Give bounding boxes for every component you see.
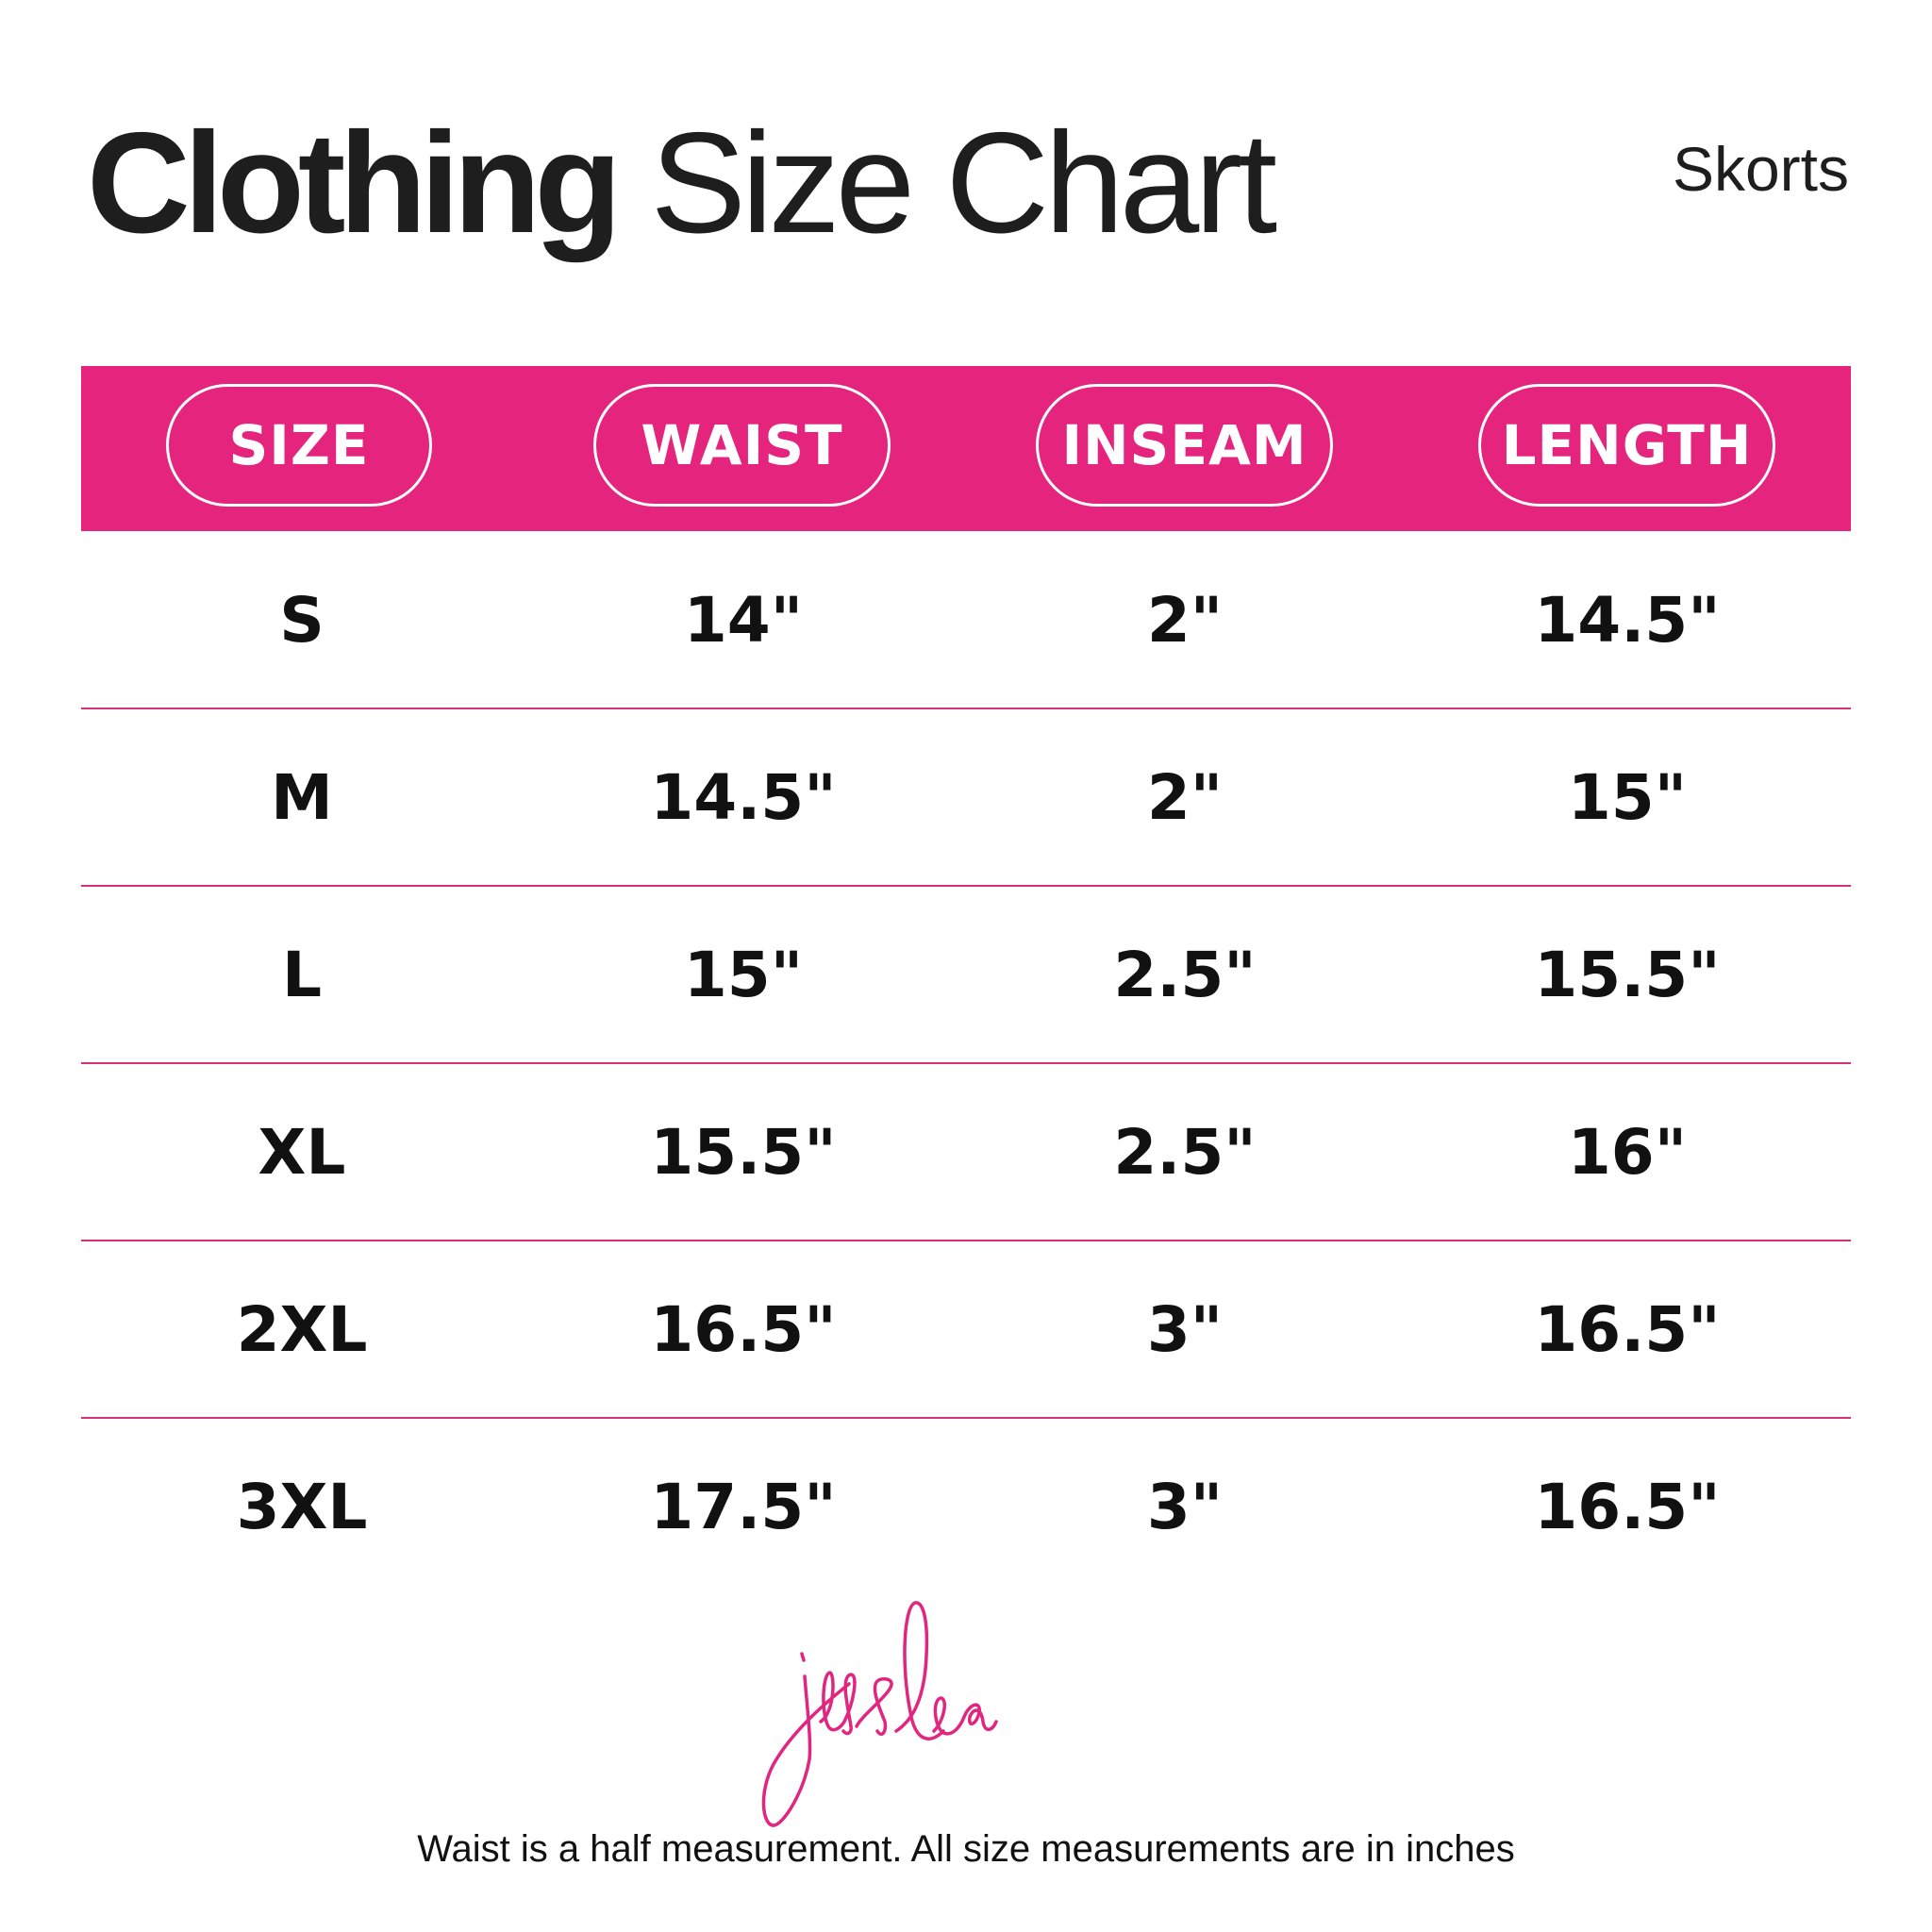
cell-inseam: 2" (1146, 760, 1224, 834)
table-row: 3XL 17.5" 3" 16.5" (81, 1418, 1851, 1595)
cell-inseam: 2.5" (1113, 1115, 1257, 1189)
column-header-length: LENGTH (1478, 384, 1775, 507)
logo-s1 (841, 1673, 857, 1736)
cell-waist: 14.5" (650, 760, 837, 834)
cell-length: 16" (1567, 1115, 1688, 1189)
cell-inseam: 3" (1146, 1470, 1224, 1543)
cell-inseam: 3" (1146, 1292, 1224, 1366)
logo-a (962, 1703, 998, 1731)
cell-size: S (279, 583, 325, 657)
logo-s2 (855, 1677, 893, 1736)
column-header-inseam: INSEAM (1036, 384, 1333, 507)
cell-size: 3XL (236, 1470, 368, 1543)
table-row: 2XL 16.5" 3" 16.5" (81, 1241, 1851, 1418)
logo-e2 (932, 1696, 966, 1736)
row-divider (81, 1062, 1851, 1064)
title-bold: Clothing (87, 103, 622, 263)
cell-size: 2XL (236, 1292, 368, 1366)
jess-lea-logo (761, 1601, 998, 1827)
column-header-waist: WAIST (593, 384, 891, 507)
column-header-size: SIZE (166, 384, 432, 507)
footer-note: Waist is a half measurement. All size me… (417, 1828, 1515, 1870)
row-divider (81, 1417, 1851, 1419)
page-title: Clothing Size Chart (87, 111, 1277, 255)
table-row: XL 15.5" 2.5" 16" (81, 1063, 1851, 1241)
product-category: Skorts (1672, 134, 1849, 204)
table-header: SIZE WAIST INSEAM LENGTH (81, 366, 1851, 531)
row-divider (81, 885, 1851, 887)
logo-j (761, 1652, 851, 1827)
cell-waist: 15.5" (650, 1115, 837, 1189)
title-light: Size Chart (650, 103, 1277, 263)
cell-size: M (271, 760, 333, 834)
cell-inseam: 2" (1146, 583, 1224, 657)
row-divider (81, 1240, 1851, 1241)
cell-length: 15.5" (1534, 938, 1721, 1011)
logo-e (819, 1671, 846, 1732)
cell-length: 14.5" (1534, 583, 1721, 657)
table-row: L 15" 2.5" 15.5" (81, 886, 1851, 1063)
table-row: M 14.5" 2" 15" (81, 708, 1851, 886)
cell-length: 15" (1567, 760, 1688, 834)
cell-length: 16.5" (1534, 1292, 1721, 1366)
cell-size: L (281, 938, 323, 1011)
cell-waist: 15" (683, 938, 804, 1011)
cell-length: 16.5" (1534, 1470, 1721, 1543)
row-divider (81, 708, 1851, 709)
cell-waist: 14" (683, 583, 804, 657)
cell-waist: 16.5" (650, 1292, 837, 1366)
cell-inseam: 2.5" (1113, 938, 1257, 1011)
table-row: S 14" 2" 14.5" (81, 531, 1851, 708)
logo-l (894, 1601, 945, 1740)
cell-waist: 17.5" (650, 1470, 837, 1543)
cell-size: XL (258, 1115, 346, 1189)
